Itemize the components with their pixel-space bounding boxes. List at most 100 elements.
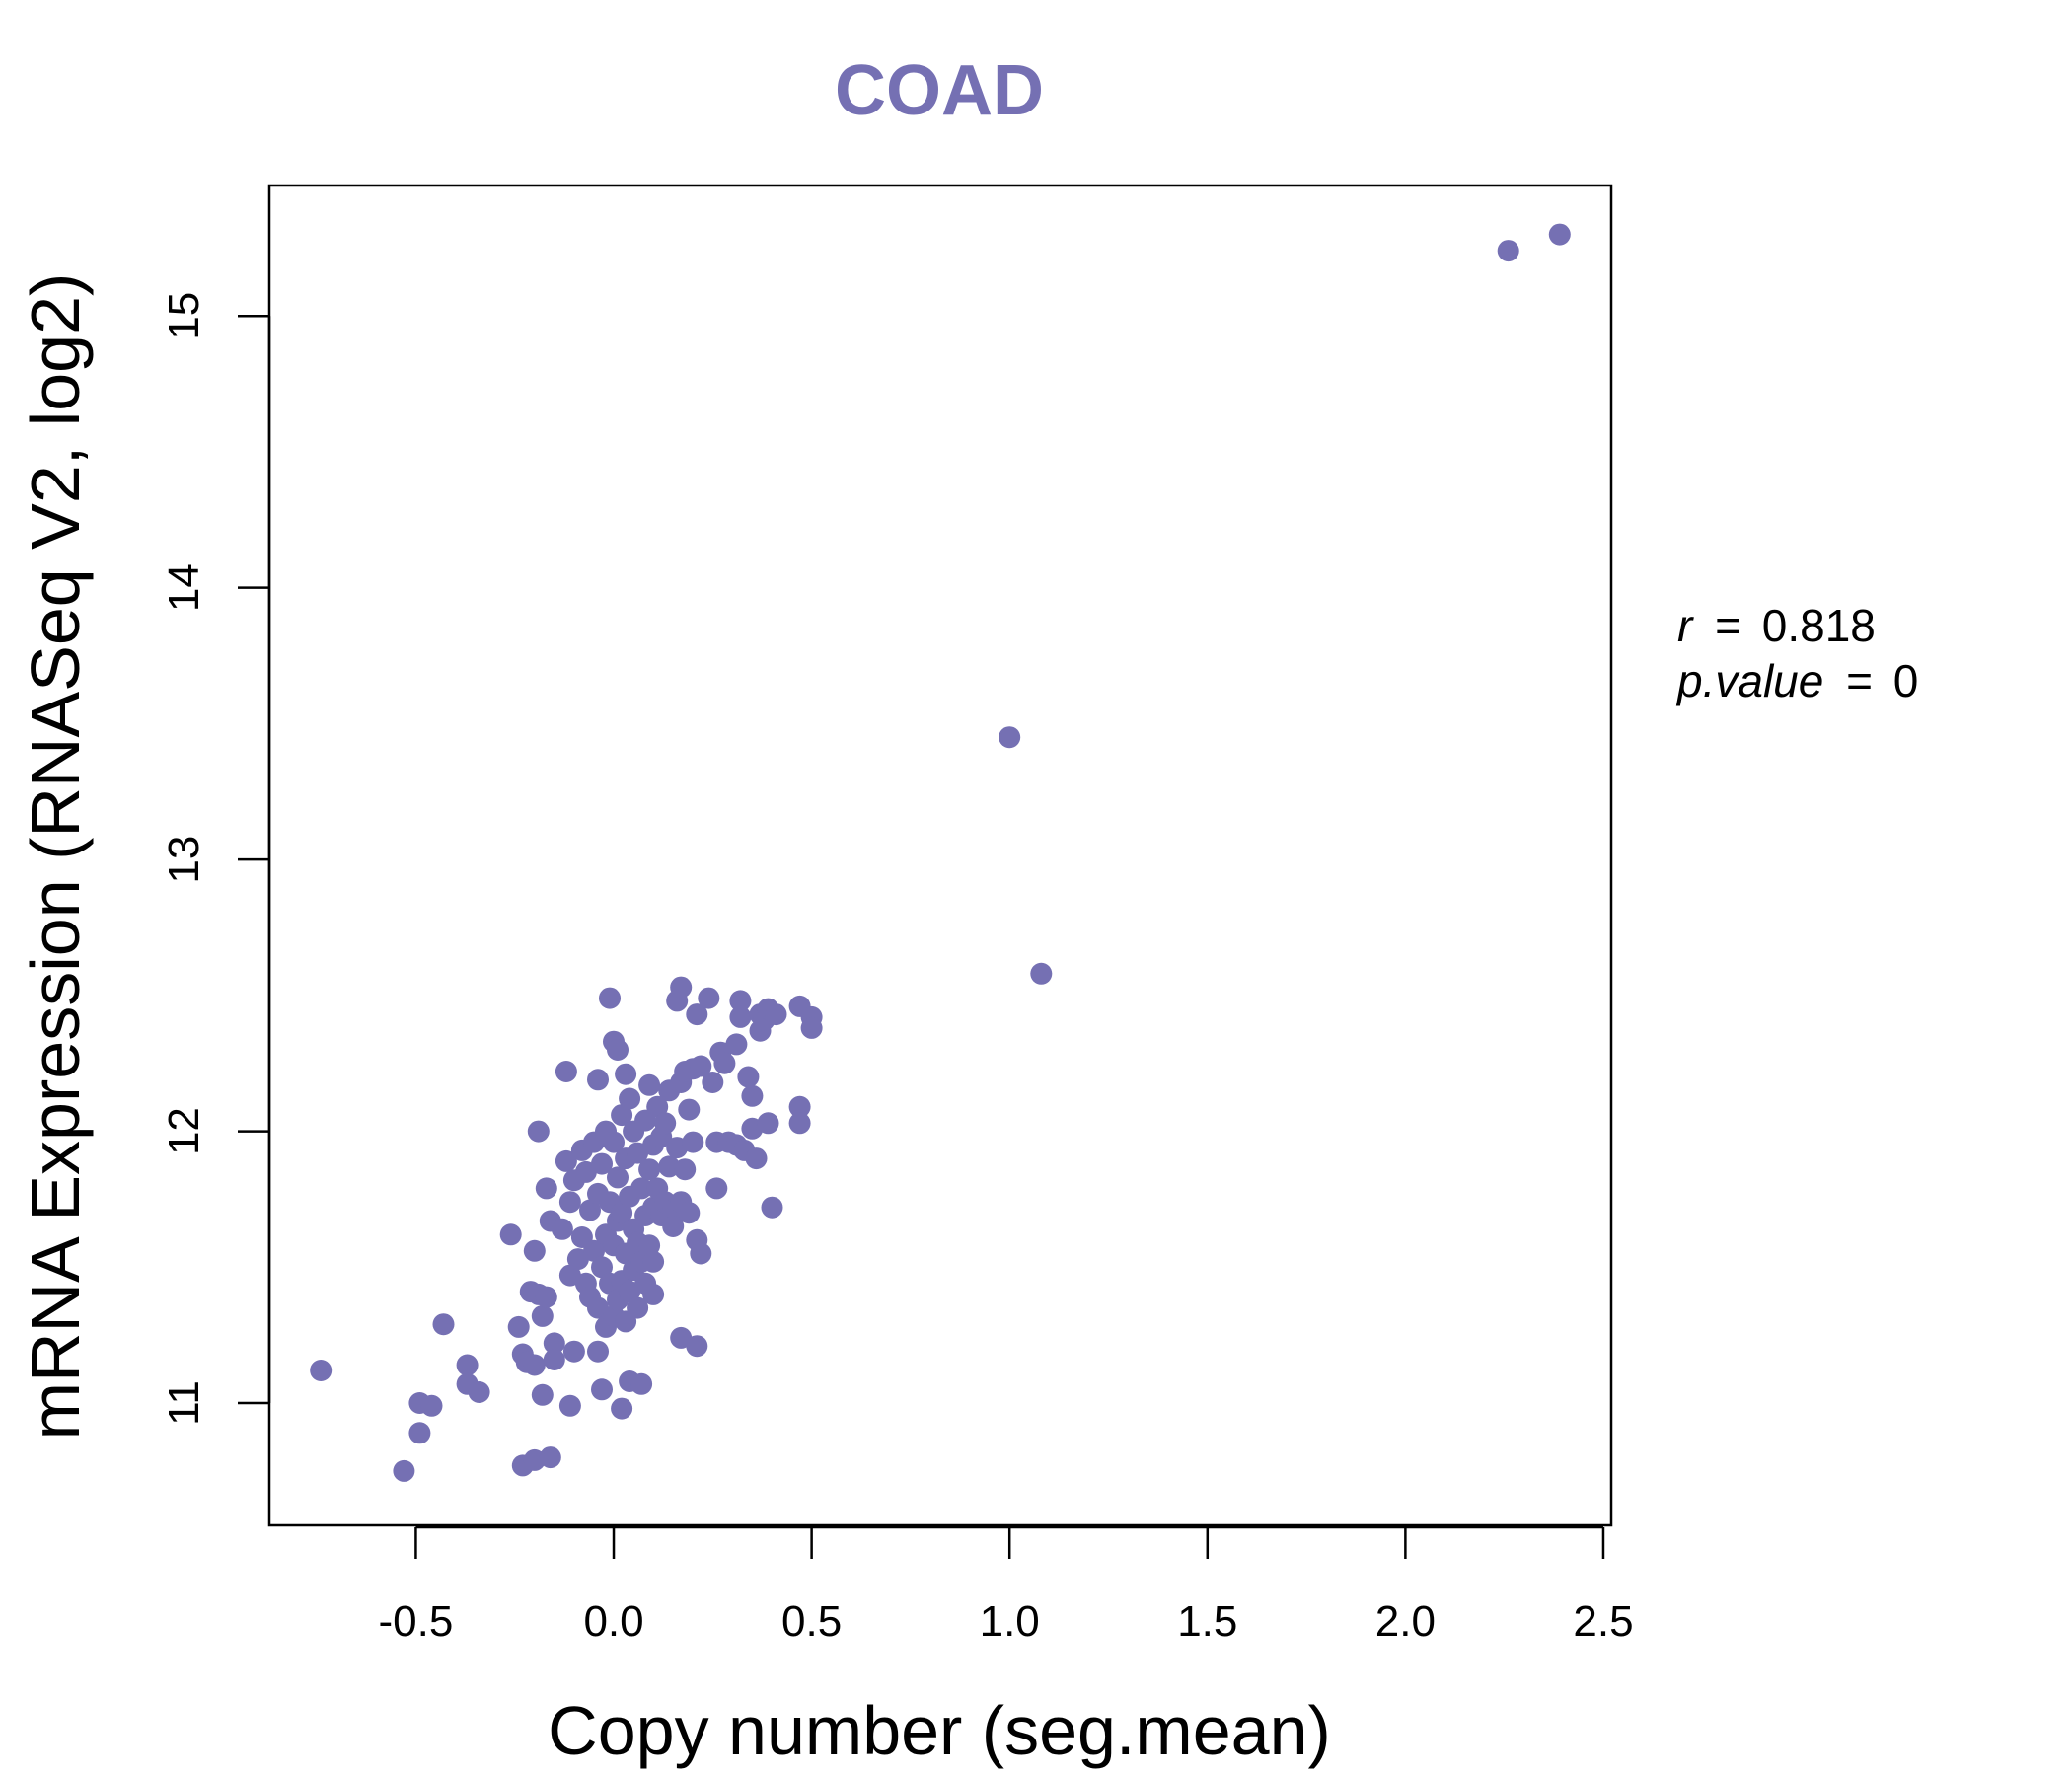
p-symbol: p.value <box>1675 655 1823 706</box>
data-point <box>539 1446 561 1469</box>
data-point <box>761 1196 783 1219</box>
data-point <box>499 1223 522 1246</box>
data-point <box>456 1354 479 1376</box>
data-point <box>607 1166 629 1189</box>
data-point <box>587 1340 609 1363</box>
p-equals: = <box>1846 655 1873 706</box>
data-point <box>1030 962 1053 985</box>
data-point <box>523 1239 546 1262</box>
r-value: 0.818 <box>1762 600 1876 651</box>
data-point <box>725 1033 748 1056</box>
y-tick-label: 11 <box>160 1380 208 1426</box>
data-point <box>579 1199 601 1221</box>
data-point <box>686 1003 708 1026</box>
y-tick-label: 13 <box>160 836 208 884</box>
data-point <box>662 1216 685 1237</box>
data-point <box>543 1332 565 1355</box>
data-point <box>603 1131 625 1153</box>
data-point <box>678 1098 701 1121</box>
data-point <box>611 1202 633 1224</box>
data-point <box>705 1177 728 1200</box>
data-point <box>1548 223 1571 246</box>
data-point <box>999 726 1021 749</box>
r-symbol: r <box>1677 600 1694 651</box>
data-point <box>558 1191 581 1214</box>
data-point <box>638 1234 661 1257</box>
data-point <box>638 1073 661 1096</box>
data-point <box>591 1256 613 1279</box>
data-point <box>535 1286 557 1308</box>
x-tick-label: 1.0 <box>980 1597 1040 1646</box>
data-point <box>713 1052 736 1074</box>
data-point <box>619 1087 641 1110</box>
data-point <box>607 1039 629 1061</box>
data-point <box>420 1394 443 1417</box>
data-point <box>555 1061 577 1082</box>
plot-area-frame <box>267 184 1613 1527</box>
data-point <box>562 1340 585 1363</box>
y-axis: 11 12 13 14 15 <box>160 292 271 1426</box>
data-point <box>638 1158 661 1181</box>
data-point <box>686 1335 708 1358</box>
data-point <box>535 1177 557 1200</box>
y-tick-label: 12 <box>160 1107 208 1155</box>
data-point <box>611 1397 633 1420</box>
data-point <box>654 1112 677 1135</box>
y-tick-label: 14 <box>160 563 208 612</box>
data-point <box>729 990 752 1012</box>
data-point <box>788 1095 811 1118</box>
data-point <box>408 1422 431 1444</box>
data-point <box>543 1349 565 1370</box>
data-point <box>745 1147 768 1170</box>
data-point <box>690 1242 712 1265</box>
x-axis: -0.5 0.0 0.5 1.0 1.5 2.0 2.5 <box>379 1525 1634 1646</box>
data-point <box>630 1177 653 1200</box>
p-value-annotation: p.value = 0 <box>1675 655 1918 706</box>
data-point <box>523 1354 546 1376</box>
chart-title: COAD <box>835 51 1044 130</box>
data-point <box>468 1381 490 1403</box>
y-tick-label: 15 <box>160 292 208 340</box>
data-point <box>611 1104 633 1127</box>
data-point <box>757 1112 779 1135</box>
data-point <box>674 1158 697 1181</box>
data-point <box>690 1055 712 1077</box>
data-point <box>682 1131 704 1153</box>
data-point <box>507 1315 530 1338</box>
data-point <box>393 1459 415 1482</box>
data-point <box>527 1120 550 1143</box>
x-tick-label: 1.5 <box>1177 1597 1237 1646</box>
data-point <box>1497 240 1519 262</box>
data-point <box>591 1152 613 1175</box>
x-axis-title: Copy number (seg.mean) <box>548 1692 1331 1769</box>
data-point <box>630 1372 653 1395</box>
data-point <box>583 1239 605 1262</box>
data-points <box>310 223 1571 1482</box>
data-point <box>310 1360 333 1381</box>
data-point <box>531 1304 554 1327</box>
data-point <box>741 1084 764 1107</box>
data-point <box>642 1250 665 1273</box>
data-point <box>702 1072 724 1093</box>
data-point <box>800 1016 823 1039</box>
y-axis-title: mRNA Expression (RNASeq V2, log2) <box>17 273 94 1441</box>
data-point <box>551 1218 573 1240</box>
data-point <box>591 1378 613 1401</box>
data-point <box>432 1313 455 1336</box>
data-point <box>599 987 621 1009</box>
x-tick-label: 0.0 <box>583 1597 643 1646</box>
data-point <box>615 1063 637 1085</box>
r-equals: = <box>1715 600 1741 651</box>
x-tick-label: 2.5 <box>1573 1597 1633 1646</box>
data-point <box>729 1005 752 1028</box>
x-tick-label: -0.5 <box>379 1597 454 1646</box>
data-point <box>555 1149 577 1172</box>
data-point <box>627 1296 649 1319</box>
data-point <box>737 1066 760 1088</box>
data-point <box>788 1112 811 1135</box>
data-point <box>646 1095 669 1118</box>
data-point <box>678 1202 701 1224</box>
data-point <box>670 976 693 999</box>
p-value: 0 <box>1893 655 1919 706</box>
correlation-r-annotation: r = 0.818 <box>1677 600 1876 651</box>
